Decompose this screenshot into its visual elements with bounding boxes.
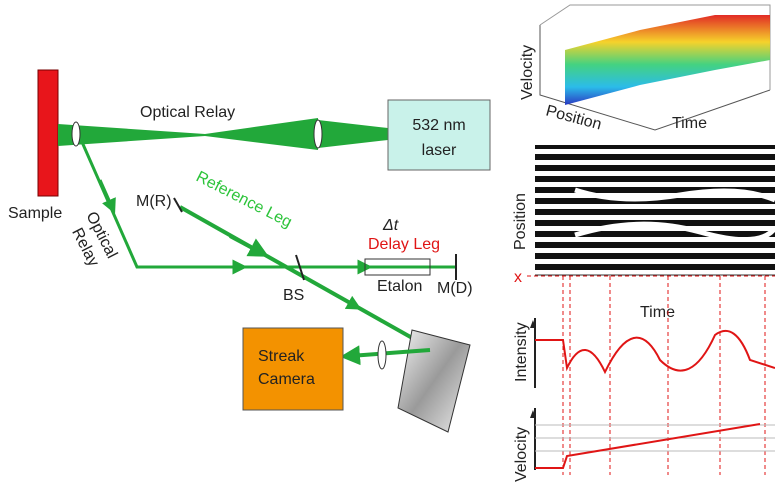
etalon-label: Etalon	[377, 278, 422, 295]
diagram: Sample Optical Relay 532 nm laser Optica…	[0, 0, 775, 484]
mirror-r	[174, 198, 182, 212]
surface-plot: Velocity Position Time	[519, 5, 770, 134]
camera-label: Streak	[258, 348, 305, 365]
image	[535, 145, 775, 275]
mirror	[398, 330, 470, 432]
axis-label: Velocity	[519, 45, 536, 100]
surface	[565, 15, 770, 105]
arrow	[100, 180, 112, 207]
axis-label: Time	[640, 304, 675, 321]
axis-label: Intensity	[513, 322, 530, 382]
beam	[58, 118, 318, 150]
delay-leg-label: Delay Leg	[368, 236, 440, 253]
laser-label: laser	[422, 142, 457, 159]
axis-label: Position	[512, 193, 529, 250]
intensity-curve	[535, 331, 775, 372]
streak-camera	[243, 328, 343, 410]
lens	[72, 122, 80, 146]
streak-image: Position Time x	[512, 145, 775, 321]
axis-label: Position	[544, 102, 603, 133]
laser-label: 532 nm	[412, 117, 465, 134]
optical-relay-side: Optical Relay	[65, 209, 121, 270]
axis-label: Time	[672, 115, 707, 132]
lens	[314, 120, 322, 148]
delta-t-label: Δt	[382, 217, 399, 234]
laser	[388, 100, 490, 170]
camera-label: Camera	[258, 371, 315, 388]
setup: Sample Optical Relay 532 nm laser Optica…	[8, 70, 490, 432]
arrow	[230, 236, 260, 252]
mirror-d-label: M(D)	[437, 280, 473, 297]
beam	[318, 120, 388, 148]
velocity-curve	[535, 424, 760, 468]
optical-relay-label: Optical Relay	[140, 104, 235, 121]
lens	[378, 341, 386, 369]
marker-label: x	[514, 269, 522, 286]
arrow	[330, 292, 355, 306]
sample-label: Sample	[8, 205, 62, 222]
grid	[535, 425, 775, 451]
axis-label: Velocity	[513, 427, 530, 482]
bs-label: BS	[283, 287, 304, 304]
mirror-r-label: M(R)	[136, 193, 172, 210]
sample	[38, 70, 58, 196]
